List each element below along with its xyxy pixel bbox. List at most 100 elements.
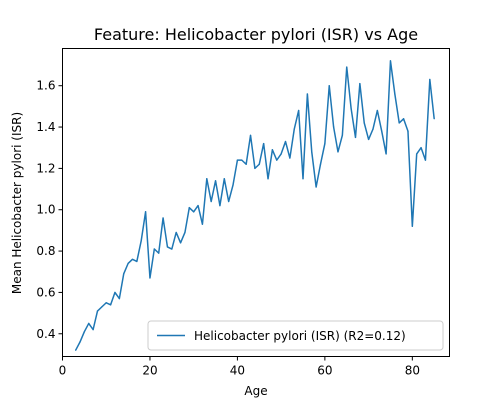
data-point: [127, 262, 129, 265]
data-point: [293, 128, 295, 130]
data-point: [201, 223, 204, 225]
data-point: [249, 134, 252, 136]
data-point: [302, 178, 304, 180]
data-point: [271, 149, 273, 151]
data-point: [197, 205, 199, 207]
x-axis-label: Age: [244, 384, 267, 398]
data-point: [350, 107, 352, 110]
data-point: [123, 273, 125, 275]
data-point: [424, 159, 427, 161]
data-point: [333, 126, 335, 128]
data-point: [144, 211, 147, 213]
data-point: [389, 60, 392, 62]
data-point: [372, 128, 374, 130]
y-axis-label: Mean Helicobacter pylori (ISR): [10, 112, 24, 294]
data-point: [407, 130, 409, 132]
x-tick-label: 0: [59, 364, 67, 378]
data-point: [206, 178, 208, 180]
data-point: [324, 142, 326, 145]
data-point: [149, 277, 151, 279]
y-tick-label: 0.4: [36, 327, 55, 341]
data-point: [411, 225, 413, 227]
data-point: [114, 291, 116, 294]
data-point: [79, 341, 81, 343]
data-point: [158, 252, 160, 254]
data-point: [101, 306, 103, 308]
x-tick-label: 80: [405, 364, 420, 378]
y-tick-label: 1.4: [36, 120, 55, 134]
data-point: [354, 136, 357, 138]
data-point: [175, 231, 177, 234]
data-point: [368, 138, 370, 141]
data-point: [171, 248, 173, 250]
data-point: [153, 248, 155, 250]
data-point: [140, 240, 142, 242]
data-point: [75, 349, 77, 351]
legend: Helicobacter pylori (ISR) (R2=0.12): [147, 320, 444, 351]
data-point: [179, 242, 182, 244]
data-point: [136, 260, 138, 263]
x-tick-label: 20: [142, 364, 157, 378]
x-tick-label: 60: [317, 364, 332, 378]
data-point: [214, 180, 217, 182]
data-point: [363, 122, 365, 124]
data-point: [263, 142, 265, 145]
y-tick-label: 1.2: [36, 161, 55, 175]
data-point: [328, 85, 330, 87]
data-point: [267, 178, 269, 180]
data-point: [210, 200, 212, 203]
data-point: [228, 200, 230, 203]
y-tick-label: 1.6: [36, 79, 55, 93]
data-point: [88, 322, 90, 325]
data-point: [311, 151, 313, 153]
y-tick-label: 0.8: [36, 244, 55, 258]
data-point: [394, 93, 396, 95]
data-point: [83, 331, 85, 333]
data-point: [92, 329, 94, 331]
data-point: [241, 159, 243, 161]
data-point: [162, 217, 164, 219]
data-point: [232, 184, 234, 186]
data-point: [219, 205, 221, 207]
series-line: [74, 60, 435, 351]
data-point: [429, 78, 431, 81]
data-point: [341, 134, 343, 136]
y-axis: 0.4 0.6 0.8 1.0 1.2 1.4 1.6: [36, 79, 63, 341]
data-point: [188, 207, 190, 209]
data-point: [298, 109, 300, 112]
data-point: [223, 178, 225, 180]
data-point: [376, 109, 378, 112]
y-tick-label: 1.0: [36, 203, 55, 217]
data-point: [420, 147, 422, 149]
data-point: [385, 153, 387, 155]
data-point: [289, 157, 291, 159]
data-point: [236, 159, 239, 161]
data-point: [166, 246, 169, 248]
data-point: [118, 298, 120, 300]
data-point: [110, 304, 112, 306]
y-tick-label: 0.6: [36, 285, 55, 299]
x-axis: 0 20 40 60 80: [59, 356, 420, 378]
plot-frame: [62, 48, 450, 357]
data-point: [284, 140, 287, 143]
legend-box: [147, 320, 444, 351]
data-point: [402, 118, 405, 120]
data-point: [280, 153, 282, 155]
legend-label: Helicobacter pylori (ISR) (R2=0.12): [194, 329, 406, 343]
data-point: [315, 186, 317, 188]
data-point: [381, 130, 383, 132]
data-point: [346, 66, 348, 68]
x-tick-label: 40: [230, 364, 245, 378]
data-point: [306, 93, 308, 95]
data-point: [184, 231, 186, 234]
data-point: [337, 151, 339, 153]
data-point: [416, 153, 418, 155]
data-point: [276, 159, 278, 161]
data-point: [254, 167, 256, 169]
data-point: [193, 211, 195, 213]
data-point: [433, 118, 435, 120]
series-layer: [74, 60, 435, 351]
data-point: [105, 302, 107, 304]
data-point: [359, 83, 361, 85]
